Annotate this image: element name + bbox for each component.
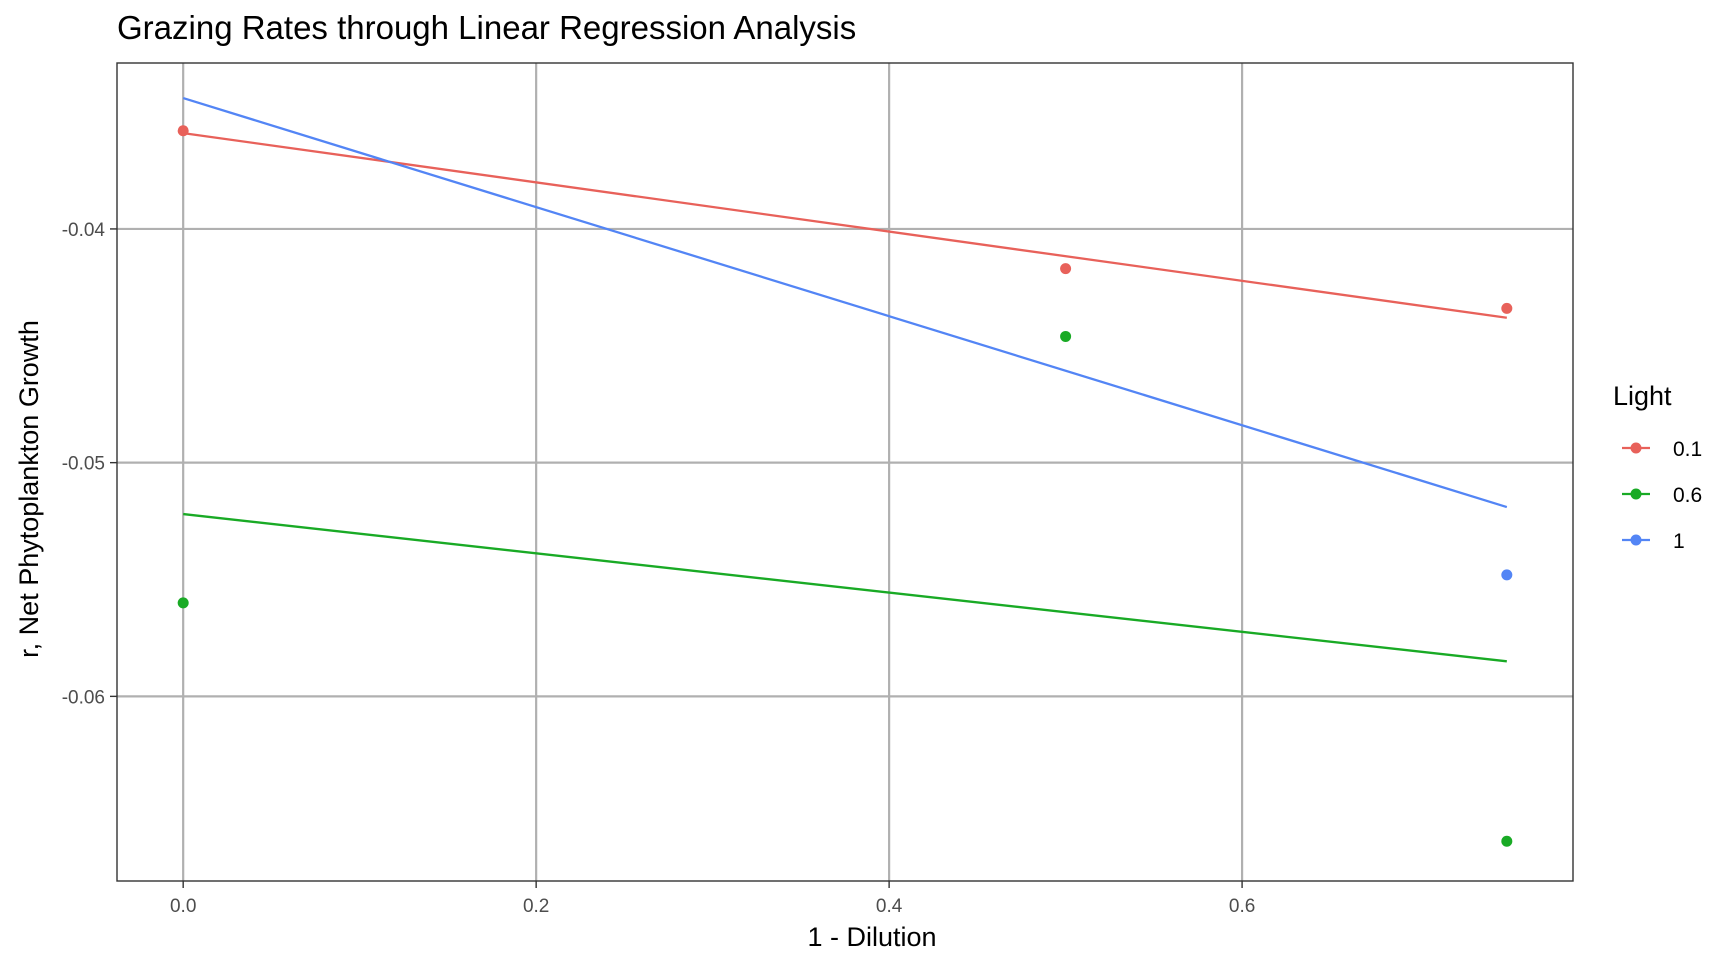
y-tick-label: -0.04 bbox=[62, 220, 106, 241]
regression-line-1 bbox=[182, 96, 1508, 509]
axis-ticks: 0.0 0.2 0.4 0.6 -0.04 -0.05 -0.06 bbox=[62, 220, 1256, 917]
regression-line-0-6 bbox=[183, 512, 1507, 663]
legend-key-point bbox=[1630, 534, 1642, 546]
panel-border bbox=[116, 62, 1574, 882]
legend-label: 0.1 bbox=[1673, 438, 1702, 461]
grid bbox=[117, 63, 1573, 881]
data-point-0-1 bbox=[1501, 302, 1513, 314]
regression-line-0-1 bbox=[183, 131, 1507, 319]
data-point-0-6 bbox=[1060, 330, 1072, 342]
y-tick-label: -0.05 bbox=[62, 454, 105, 475]
data-point-0-6 bbox=[1501, 835, 1513, 847]
y-tick-label: -0.06 bbox=[62, 687, 105, 708]
chart-title: Grazing Rates through Linear Regression … bbox=[117, 9, 856, 46]
x-tick-label: 0.0 bbox=[170, 896, 196, 917]
x-tick-label: 0.6 bbox=[1229, 896, 1255, 917]
x-axis-title: 1 - Dilution bbox=[807, 922, 936, 952]
data-point-0-1 bbox=[177, 125, 189, 137]
data-point-0-6 bbox=[177, 597, 189, 609]
legend-item-1: 1 bbox=[1622, 530, 1685, 553]
y-axis-title: r, Net Phytoplankton Growth bbox=[14, 320, 44, 658]
legend-key-point bbox=[1630, 488, 1642, 500]
legend-item-0-1: 0.1 bbox=[1622, 438, 1702, 461]
data-point-0-1 bbox=[1060, 263, 1072, 275]
legend-key-point bbox=[1630, 442, 1642, 454]
legend: Light 0.1 0.6 1 bbox=[1613, 381, 1702, 553]
data-points bbox=[177, 125, 1513, 847]
x-tick-label: 0.2 bbox=[523, 896, 549, 917]
x-tick-label: 0.4 bbox=[876, 896, 903, 917]
data-point-1 bbox=[1501, 569, 1513, 581]
legend-label: 0.6 bbox=[1673, 484, 1702, 507]
legend-item-0-6: 0.6 bbox=[1622, 484, 1702, 507]
legend-title: Light bbox=[1613, 381, 1672, 411]
legend-label: 1 bbox=[1673, 530, 1685, 553]
regression-lines bbox=[182, 96, 1508, 663]
